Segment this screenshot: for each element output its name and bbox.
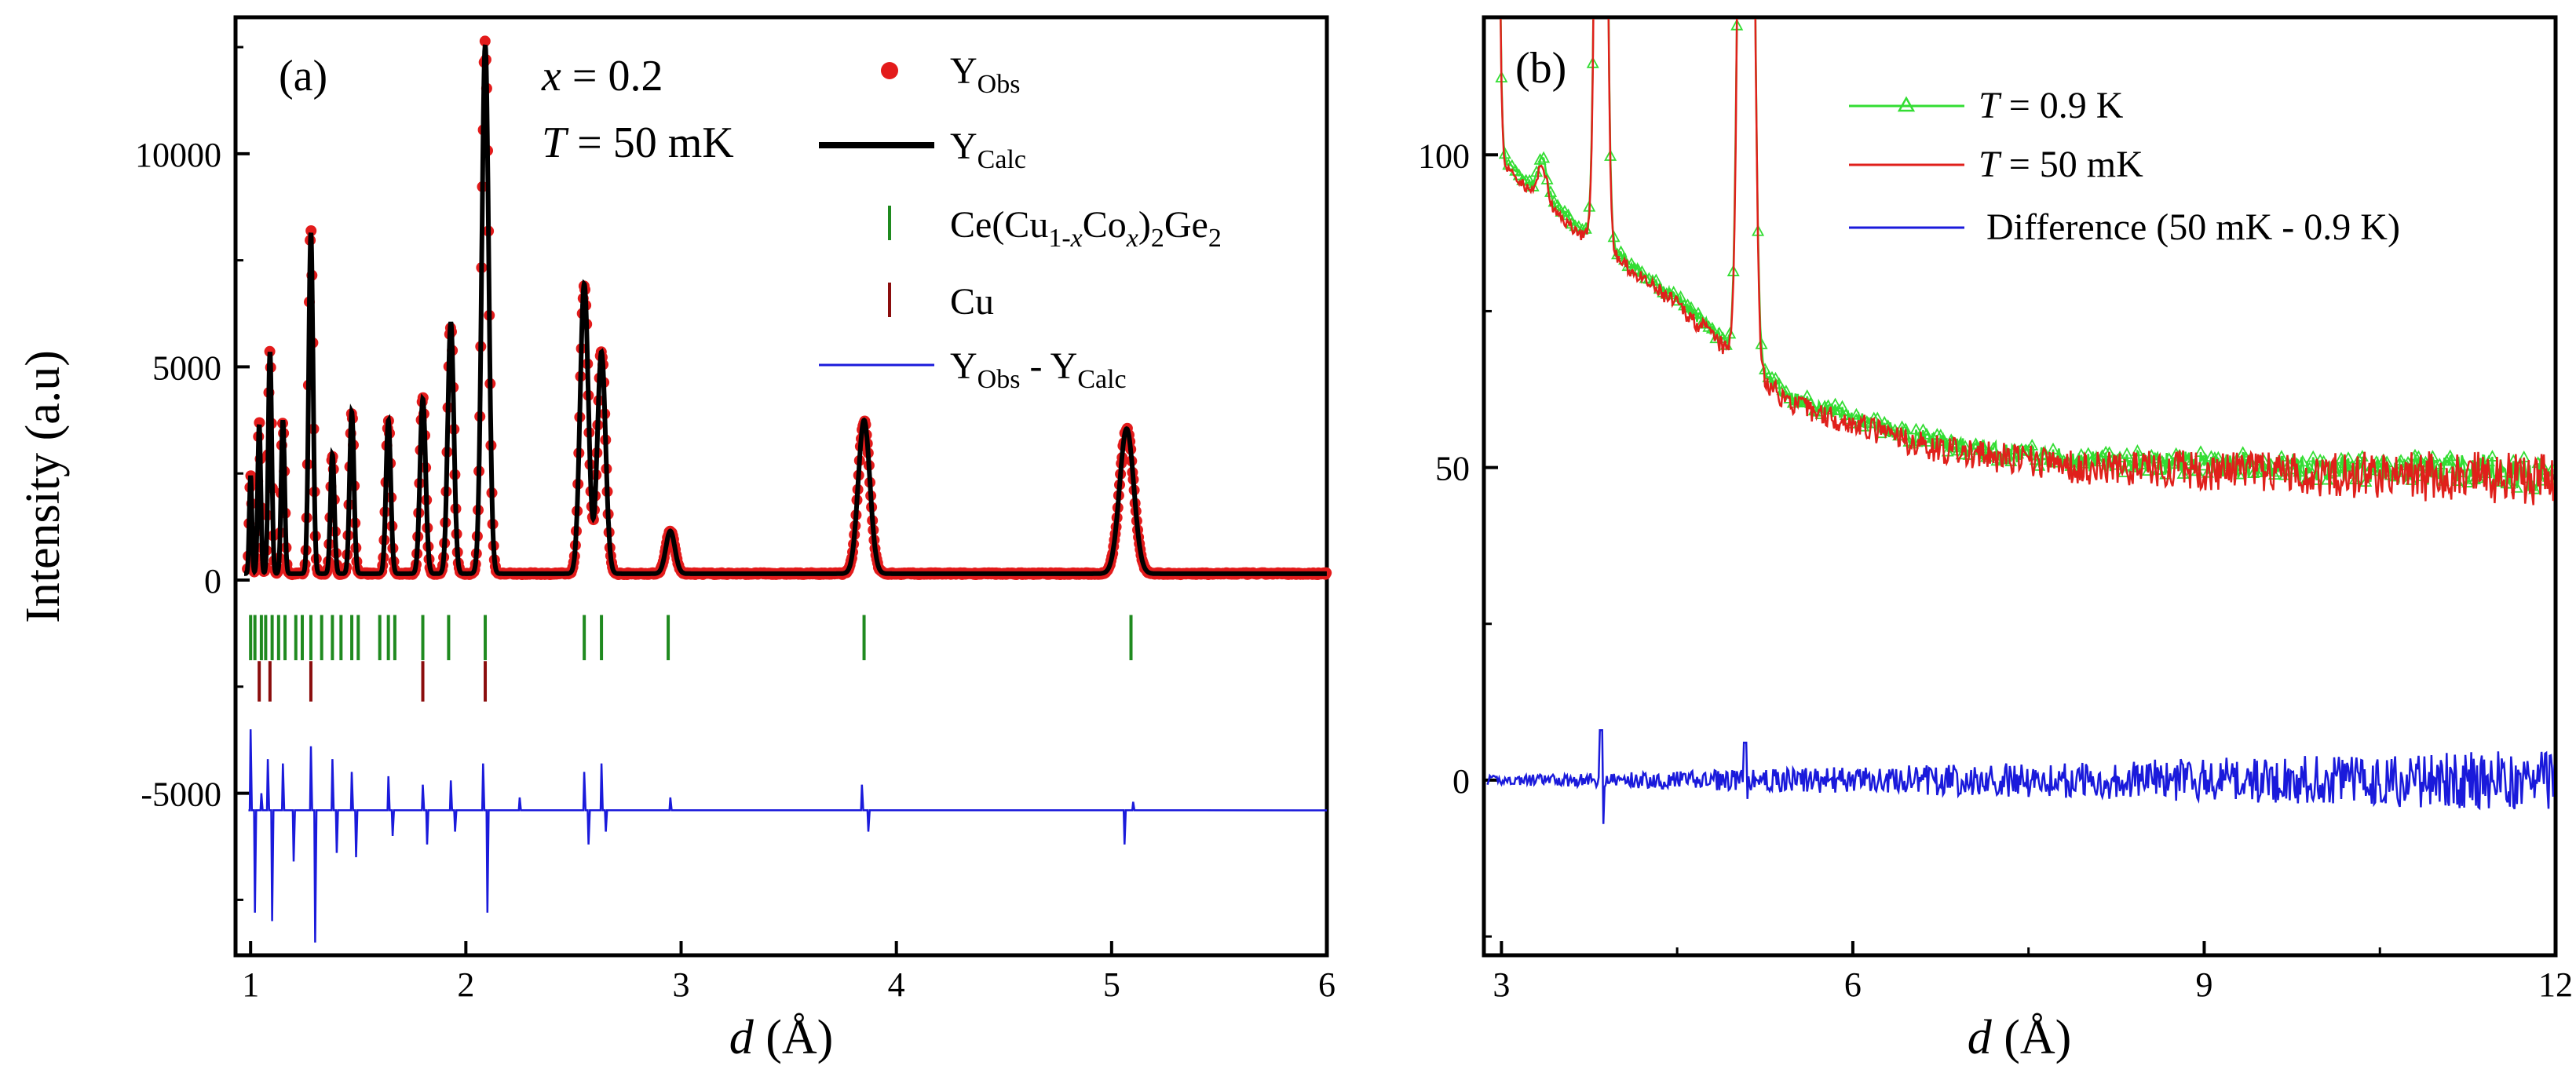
panel-b-t50-line xyxy=(1500,19,2554,505)
t09-marker xyxy=(2443,449,2457,462)
t09-marker xyxy=(2307,450,2320,462)
t09-marker xyxy=(1800,389,1814,401)
panel-a-x-tick-label: 2 xyxy=(457,965,474,1004)
legend-t09: T = 0.9 K xyxy=(1849,85,2124,126)
legend-ycalc-label: YCalc xyxy=(950,126,1026,174)
legend-diff: YObs - YCalc xyxy=(819,345,1127,394)
t09-marker xyxy=(1765,370,1778,383)
t09-marker xyxy=(1712,327,1726,338)
t09-marker xyxy=(1691,306,1705,319)
t09-marker xyxy=(1685,301,1698,313)
panel-a-y-tick-label: 10000 xyxy=(135,136,221,174)
t09-marker xyxy=(2457,458,2471,471)
panel-a-x-axis-label: d (Å) xyxy=(729,1011,834,1064)
t09-marker xyxy=(2296,454,2309,467)
panel-b-legend: T = 0.9 K T = 50 mK Difference (50 mK - … xyxy=(1849,85,2400,248)
legend-ycalc: YCalc xyxy=(819,126,1026,174)
panel-b-y-tick-label: 100 xyxy=(1418,137,1470,175)
panel-a-y-axis-label: Intensity (a.u) xyxy=(16,350,70,623)
panel-a-difference-line xyxy=(248,729,1328,943)
legend-t50: T = 50 mK xyxy=(1849,144,2143,185)
t09-marker xyxy=(1832,403,1846,415)
t09-marker xyxy=(1562,208,1575,221)
t09-marker xyxy=(2131,444,2144,456)
t09-marker xyxy=(1533,153,1547,165)
panel-a-observed-points xyxy=(242,35,1332,581)
legend-difference: Difference (50 mK - 0.9 K) xyxy=(1849,206,2400,248)
t09-marker xyxy=(1614,245,1628,257)
panel-a-x-tick-label: 5 xyxy=(1103,965,1120,1004)
panel-a-label: (a) xyxy=(279,52,327,100)
t09-marker xyxy=(1986,441,2000,454)
t09-marker xyxy=(2303,462,2316,474)
panel-b-frame xyxy=(1482,15,2558,958)
legend-phase2-label: Cu xyxy=(950,281,994,323)
legend-t50-label: T = 50 mK xyxy=(1979,144,2143,185)
panel-a-calculated-line xyxy=(243,44,1327,576)
panel-a-x-ticks: 1 2 3 4 5 6 xyxy=(242,941,1336,1004)
panel-a-y-ticks: -5000 0 5000 10000 xyxy=(135,46,250,901)
panel-b-x-tick-label: 9 xyxy=(2195,965,2212,1004)
panel-b-y-tick-label: 0 xyxy=(1452,762,1470,801)
t09-marker xyxy=(2194,445,2207,458)
legend-phase1-label: Ce(Cu1-xCox)2Ge2 xyxy=(950,204,1222,253)
panel-a-phase-ticks xyxy=(249,615,1133,702)
t09-marker xyxy=(1920,427,1933,440)
legend-difference-label: Difference (50 mK - 0.9 K) xyxy=(1986,206,2400,248)
t09-marker xyxy=(1537,151,1551,163)
t09-marker xyxy=(1909,422,1923,435)
t09-marker xyxy=(2212,451,2225,463)
t09-marker xyxy=(1850,407,1863,420)
panel-b-y-tick-label: 50 xyxy=(1435,450,1470,488)
legend-t09-marker xyxy=(1897,96,1916,112)
panel-a-legend: YObs YCalc Ce(Cu1-xCox)2Ge2 Cu YObs - YC… xyxy=(819,50,1222,394)
panel-a-x-tick-label: 4 xyxy=(888,965,905,1004)
panel-b-x-ticks: 3 6 9 12 xyxy=(1493,941,2573,1004)
t09-marker xyxy=(1664,287,1677,300)
panel-b-x-tick-label: 12 xyxy=(2538,965,2573,1004)
legend-yobs-label: YObs xyxy=(950,50,1020,99)
t09-marker xyxy=(1674,290,1687,302)
legend-yobs: YObs xyxy=(881,50,1020,99)
panel-a-y-tick-label: 0 xyxy=(204,562,221,600)
panel-a-y-tick-label: 5000 xyxy=(152,349,221,387)
panel-b-y-ticks: 0 50 100 xyxy=(1418,137,1498,938)
observed-point xyxy=(479,35,491,47)
t09-marker xyxy=(1624,257,1638,269)
legend-phase2: Cu xyxy=(888,281,994,323)
t09-marker xyxy=(1836,400,1849,412)
panel-b-x-tick-label: 6 xyxy=(1844,965,1862,1004)
panel-a-x-tick-label: 3 xyxy=(673,965,690,1004)
panel-b-x-axis-label: d (Å) xyxy=(1968,1011,2072,1064)
t09-marker xyxy=(1829,397,1842,410)
legend-diff-label: YObs - YCalc xyxy=(950,345,1127,394)
t09-marker xyxy=(1523,173,1536,186)
t09-marker xyxy=(1650,273,1663,286)
legend-phase1: Ce(Cu1-xCox)2Ge2 xyxy=(888,204,1222,253)
panel-a: 1 2 3 4 5 6 -5000 0 5000 10000 (a) x = 0.2 T = 5… xyxy=(16,15,1336,1064)
panel-a-x-tick-label: 6 xyxy=(1318,965,1336,1004)
t09-marker xyxy=(2486,450,2499,462)
annotation-t: T = 50 mK xyxy=(542,119,734,167)
observed-point xyxy=(305,225,317,236)
panel-a-frame xyxy=(233,15,1329,958)
t09-marker xyxy=(2081,447,2095,459)
observed-point xyxy=(254,417,265,429)
panel-b-difference-line xyxy=(1486,728,2554,824)
panel-b: 3 6 9 12 0 50 100 (b) T = 0.9 K T = 50 mK Dif… xyxy=(1418,15,2573,1064)
t09-marker xyxy=(1955,447,1968,460)
panel-a-y-tick-label: -5000 xyxy=(141,776,221,814)
t09-marker xyxy=(1871,411,1884,424)
legend-t09-label: T = 0.9 K xyxy=(1979,85,2124,126)
t09-marker xyxy=(1512,168,1526,181)
panel-b-x-tick-label: 3 xyxy=(1493,965,1510,1004)
legend-obs-marker xyxy=(881,62,898,79)
t09-marker xyxy=(2120,447,2134,459)
t09-marker xyxy=(2205,450,2218,462)
panel-b-label: (b) xyxy=(1515,44,1566,93)
annotation-x: x = 0.2 xyxy=(541,52,663,100)
panel-a-x-tick-label: 1 xyxy=(242,965,259,1004)
